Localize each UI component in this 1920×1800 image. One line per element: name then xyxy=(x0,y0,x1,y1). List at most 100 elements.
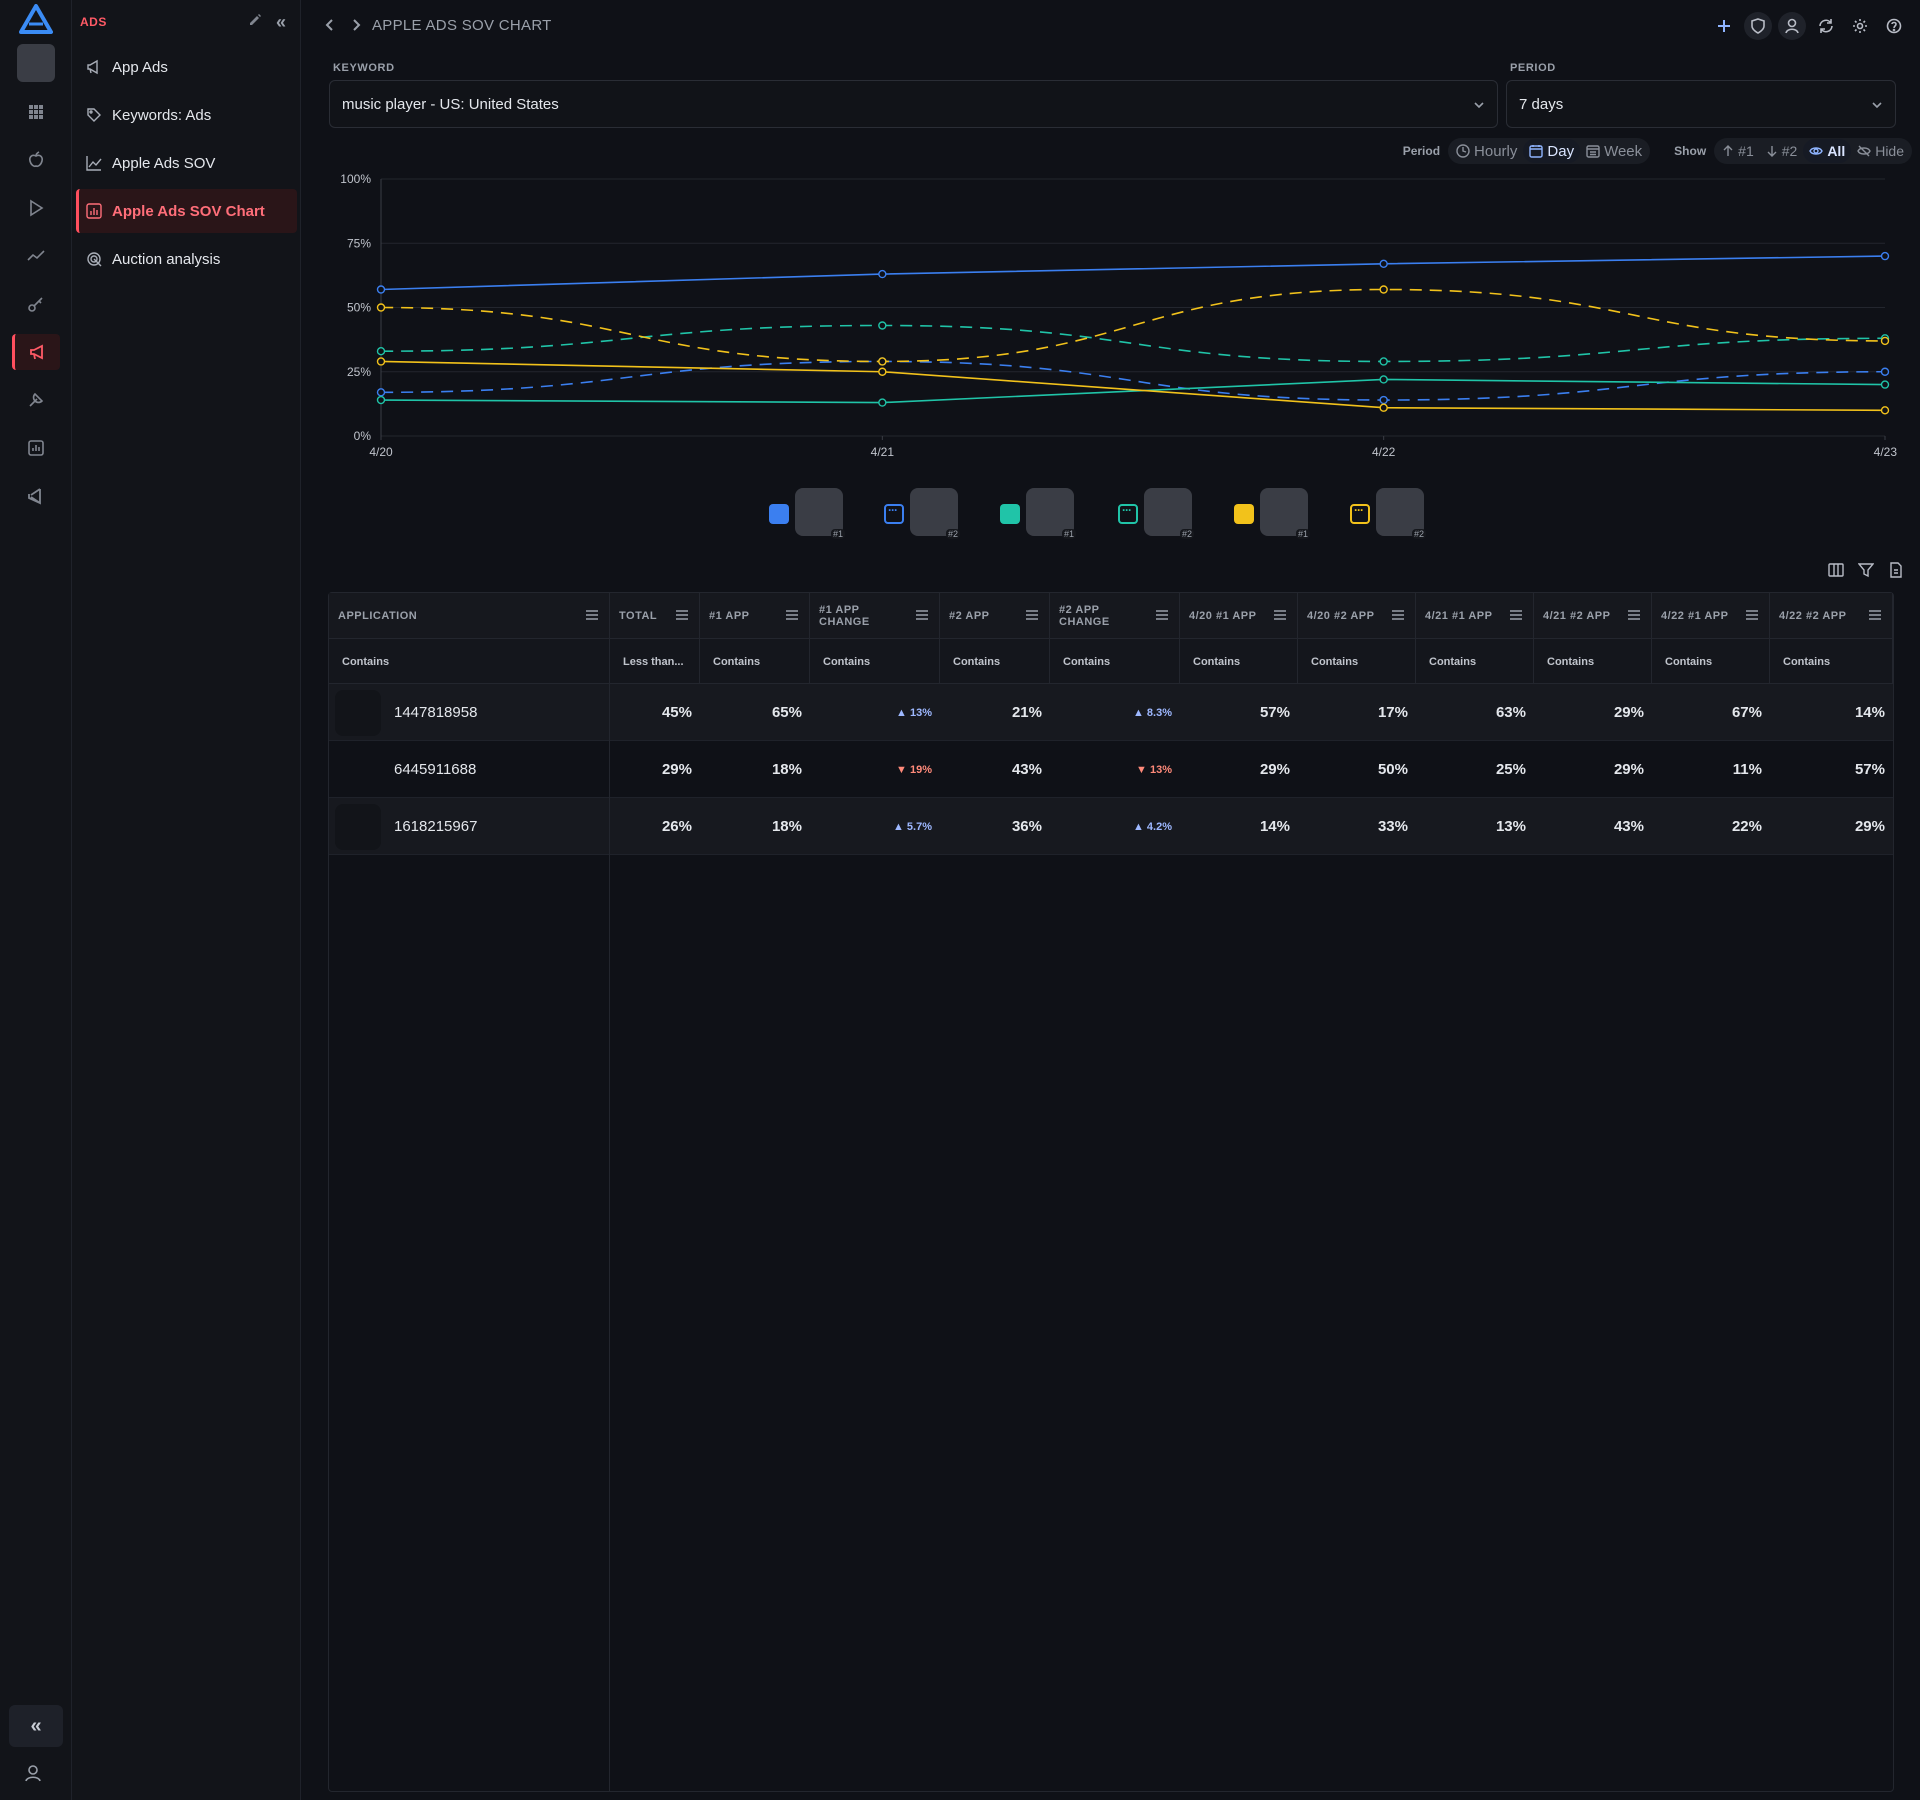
gear-icon[interactable] xyxy=(1846,12,1874,40)
column-header[interactable]: #1 APP xyxy=(700,593,810,639)
rail-tools-icon[interactable] xyxy=(12,382,60,418)
column-menu-icon[interactable] xyxy=(1391,610,1405,623)
column-filter-input[interactable]: Contains xyxy=(810,639,940,684)
rail-reports-icon[interactable] xyxy=(12,430,60,466)
legend-item[interactable]: #1 xyxy=(1234,488,1311,539)
sidebar-item-app-ads[interactable]: App Ads xyxy=(76,45,297,89)
export-icon[interactable] xyxy=(1888,562,1904,583)
shield-icon[interactable] xyxy=(1744,12,1772,40)
user-icon[interactable] xyxy=(1778,12,1806,40)
change-down-badge: ▼ 13% xyxy=(1136,763,1172,776)
column-filter-input[interactable]: Contains xyxy=(1652,639,1770,684)
legend-rank-badge: #1 xyxy=(1296,529,1311,539)
column-header[interactable]: 4/20 #1 APP xyxy=(1180,593,1298,639)
back-arrow-icon[interactable] xyxy=(323,17,335,38)
table-header: APPLICATION TOTAL #1 APP #1 APP CHANGE #2 AP… xyxy=(329,593,1893,639)
plus-icon[interactable] xyxy=(1710,12,1738,40)
column-menu-icon[interactable] xyxy=(915,610,929,623)
collapse-sidebar-icon[interactable]: « xyxy=(276,12,287,32)
rail-dashboard-icon[interactable] xyxy=(12,94,60,130)
workspace-avatar[interactable] xyxy=(17,44,55,82)
expand-sidebar-button[interactable]: « xyxy=(9,1705,63,1747)
column-menu-icon[interactable] xyxy=(1273,610,1287,623)
column-header[interactable]: TOTAL xyxy=(610,593,700,639)
column-header[interactable]: #2 APP xyxy=(940,593,1050,639)
column-filter-input[interactable]: Contains xyxy=(329,639,610,684)
data-point xyxy=(878,367,887,376)
column-header[interactable]: 4/21 #2 APP xyxy=(1534,593,1652,639)
all-toggle[interactable]: All xyxy=(1803,139,1852,163)
column-menu-icon[interactable] xyxy=(585,610,599,623)
rail-key-icon[interactable] xyxy=(12,286,60,322)
hide-toggle[interactable]: Hide xyxy=(1851,139,1910,163)
legend-item[interactable]: #2 xyxy=(1118,488,1195,539)
show-toggle-label: Show xyxy=(1674,144,1707,158)
refresh-icon[interactable] xyxy=(1812,12,1840,40)
rail-vscode-icon[interactable] xyxy=(12,478,60,514)
week-toggle[interactable]: Week xyxy=(1580,139,1648,163)
pencil-icon[interactable] xyxy=(248,13,262,32)
column-header[interactable]: 4/22 #2 APP xyxy=(1770,593,1893,639)
legend-item[interactable]: #1 xyxy=(769,488,846,539)
rank1-toggle[interactable]: #1 xyxy=(1716,139,1760,163)
user-profile-icon[interactable] xyxy=(24,1764,42,1787)
column-filter-input[interactable]: Contains xyxy=(700,639,810,684)
column-filter-input[interactable]: Contains xyxy=(940,639,1050,684)
help-icon[interactable] xyxy=(1880,12,1908,40)
column-menu-icon[interactable] xyxy=(1509,610,1523,623)
change-up-badge: ▲ 4.2% xyxy=(1132,820,1172,833)
column-filter-input[interactable]: Contains xyxy=(1770,639,1893,684)
rail-apple-icon[interactable] xyxy=(12,142,60,178)
sidebar-item-keywords-ads[interactable]: Keywords: Ads xyxy=(76,93,297,137)
value-cell: 21% xyxy=(1011,704,1042,721)
rank2-toggle[interactable]: #2 xyxy=(1760,139,1804,163)
period-select[interactable]: 7 days xyxy=(1506,80,1896,128)
app-cell[interactable]: 6445911688 xyxy=(329,741,610,798)
table-row[interactable]: 1447818958 45% 65% ▲ 13% 21% ▲ 8.3% 57% 17% 63% 2… xyxy=(329,684,1893,741)
column-menu-icon[interactable] xyxy=(785,610,799,623)
app-cell[interactable]: 1618215967 xyxy=(329,798,610,855)
x-tick-label: 4/23 xyxy=(1874,445,1898,459)
table-row[interactable]: 6445911688 29% 18% ▼ 19% 43% ▼ 13% 29% 50% 25% 29… xyxy=(329,741,1893,798)
app-cell[interactable]: 1447818958 xyxy=(329,684,610,741)
value-cell: 29% xyxy=(1613,761,1644,778)
legend-item[interactable]: #1 xyxy=(1000,488,1077,539)
column-header[interactable]: 4/22 #1 APP xyxy=(1652,593,1770,639)
legend-item[interactable]: #2 xyxy=(1350,488,1427,539)
forward-arrow-icon[interactable] xyxy=(351,17,363,38)
app-logo-icon[interactable] xyxy=(19,4,53,39)
column-menu-icon[interactable] xyxy=(675,610,689,623)
rail-play-icon[interactable] xyxy=(12,190,60,226)
column-header[interactable]: #1 APP CHANGE xyxy=(810,593,940,639)
column-header[interactable]: #2 APP CHANGE xyxy=(1050,593,1180,639)
column-filter-input[interactable]: Contains xyxy=(1298,639,1416,684)
filter-icon[interactable] xyxy=(1857,562,1875,583)
rail-ads-megaphone-icon[interactable] xyxy=(12,334,60,370)
y-tick-label: 75% xyxy=(347,236,371,250)
column-menu-icon[interactable] xyxy=(1868,610,1882,623)
day-toggle[interactable]: Day xyxy=(1523,139,1581,163)
data-point xyxy=(1880,367,1890,376)
column-menu-icon[interactable] xyxy=(1025,610,1039,623)
keyword-select[interactable]: music player - US: United States xyxy=(329,80,1498,128)
column-filter-input[interactable]: Contains xyxy=(1050,639,1180,684)
legend-item[interactable]: #2 xyxy=(884,488,961,539)
column-header[interactable]: 4/20 #2 APP xyxy=(1298,593,1416,639)
column-menu-icon[interactable] xyxy=(1627,610,1641,623)
sidebar-item-apple-ads-sov[interactable]: Apple Ads SOV xyxy=(76,141,297,185)
column-menu-icon[interactable] xyxy=(1155,610,1169,623)
sidebar-item-auction-analysis[interactable]: Auction analysis xyxy=(76,237,297,281)
column-filter-input[interactable]: Contains xyxy=(1534,639,1652,684)
sidebar-item-apple-ads-sov-chart[interactable]: Apple Ads SOV Chart xyxy=(76,189,297,233)
column-filter-input[interactable]: Contains xyxy=(1180,639,1298,684)
rail-trend-icon[interactable] xyxy=(12,238,60,274)
column-filter-input[interactable]: Contains xyxy=(1416,639,1534,684)
table-row[interactable]: 1618215967 26% 18% ▲ 5.7% 36% ▲ 4.2% 14% 33% 13%… xyxy=(329,798,1893,855)
column-header[interactable]: 4/21 #1 APP xyxy=(1416,593,1534,639)
column-menu-icon[interactable] xyxy=(1745,610,1759,623)
value-cell: 29% xyxy=(1259,761,1290,778)
columns-icon[interactable] xyxy=(1828,562,1844,583)
column-filter-input[interactable]: Less than... xyxy=(610,639,700,684)
hourly-toggle[interactable]: Hourly xyxy=(1450,139,1523,163)
column-header[interactable]: APPLICATION xyxy=(329,593,610,639)
